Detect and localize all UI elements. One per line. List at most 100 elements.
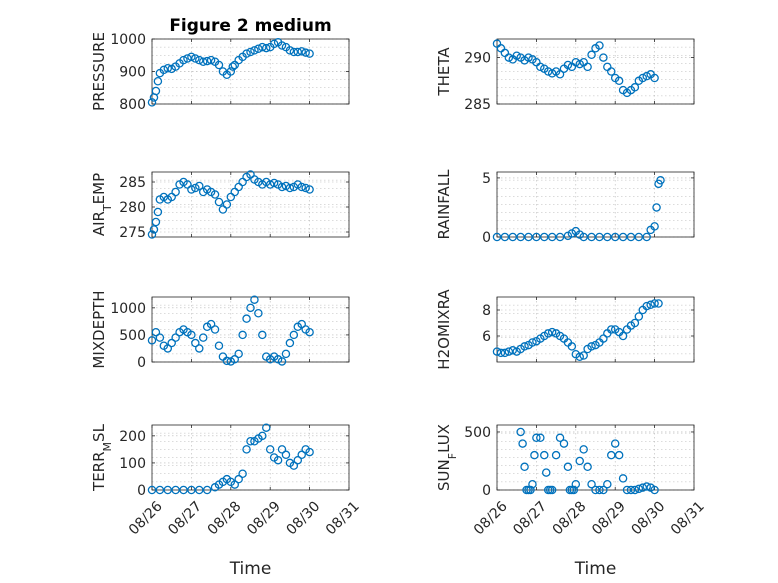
sun-flux-point [591, 485, 600, 495]
sun-flux-ytick-label: 500 [464, 425, 491, 441]
terr-msl-point [195, 485, 204, 495]
rainfall-point [587, 232, 596, 242]
air-temp-point [149, 225, 159, 234]
rainfall-point [547, 232, 557, 242]
mixdepth-point [218, 352, 228, 361]
mixdepth-point [147, 336, 157, 345]
terr-msl-ytick-label: 100 [119, 456, 146, 472]
pressure-point [297, 47, 306, 56]
mixdepth-point [155, 333, 165, 342]
pressure-ytick-label: 900 [119, 65, 146, 81]
mixdepth-point [206, 319, 216, 329]
terr-msl-ytick-label: 0 [137, 483, 146, 499]
h2omixra-point [500, 348, 510, 358]
terr-msl-point [147, 485, 157, 495]
pressure-point [214, 60, 224, 70]
sun-flux-point [569, 485, 579, 495]
pressure-point [187, 52, 196, 62]
h2omixra-axes-box [496, 296, 695, 363]
figure-title: Figure 2 medium [169, 16, 331, 36]
mixdepth-point [222, 356, 232, 366]
air-temp-point [234, 182, 243, 192]
mixdepth-point [285, 338, 295, 348]
sun-flux-point [599, 485, 608, 495]
terr-msl-point [265, 445, 275, 454]
air-temp-point [195, 181, 204, 191]
theta-point [583, 62, 592, 72]
terr-msl-ylabel: TERRMSL [90, 423, 114, 492]
pressure-point [228, 62, 238, 71]
sun-flux-point [630, 485, 640, 495]
theta-point [650, 73, 659, 83]
h2omixra-point [508, 346, 518, 355]
mixdepth-point [214, 341, 224, 350]
pressure-point [293, 47, 303, 57]
sun-flux-xtick-label: 08/31 [668, 498, 708, 538]
mixdepth-ytick-label: 0 [137, 355, 146, 371]
sun-flux-point [614, 450, 624, 460]
sun-flux-point [532, 433, 541, 443]
terr-msl-xtick-label: 08/29 [244, 498, 284, 538]
theta-point [500, 48, 510, 58]
theta-point [555, 70, 565, 79]
mixdepth-point [234, 349, 243, 359]
rainfall-point [652, 203, 661, 212]
pressure-point [159, 65, 169, 75]
air-temp-point [214, 197, 224, 207]
air-temp-ytick-label: 280 [119, 200, 146, 216]
pressure-point [305, 49, 314, 58]
pressure-point [262, 43, 271, 53]
rainfall-point [524, 232, 533, 242]
air-temp-ylabel: AIRTEMP [90, 173, 114, 236]
terr-msl-xtick-label: 08/31 [323, 498, 363, 538]
air-temp-point [151, 217, 161, 227]
sun-flux-point [520, 462, 529, 472]
mixdepth-ytick-label: 500 [119, 328, 146, 344]
mixdepth-point [195, 344, 204, 353]
sun-flux-xtick-label: 08/26 [471, 498, 511, 538]
h2omixra-point [607, 325, 616, 334]
mixdepth-point [198, 333, 208, 342]
h2omixra-point [543, 329, 553, 338]
pressure-point [230, 60, 239, 70]
rainfall-ytick-label: 0 [482, 230, 491, 246]
theta-point [599, 53, 608, 62]
pressure-point [153, 77, 163, 86]
mixdepth-point [254, 308, 263, 318]
terr-msl-point [242, 445, 251, 454]
subplot-theta: 285 290 THETA [435, 38, 695, 113]
h2omixra-point [496, 348, 506, 358]
terr-msl-point [258, 431, 267, 441]
pressure-point [163, 64, 173, 73]
sun-flux-point [587, 479, 596, 489]
h2omixra-ytick-label: 8 [482, 303, 491, 319]
sun-flux-point [540, 450, 549, 460]
air-temp-point [277, 182, 287, 192]
rainfall-point [595, 232, 604, 242]
sun-flux-point [571, 479, 581, 489]
rainfall-point [642, 232, 651, 242]
terr-msl-point [238, 469, 247, 478]
h2omixra-point [575, 352, 584, 362]
mixdepth-point [250, 295, 259, 304]
pressure-ytick-label: 1000 [110, 32, 146, 48]
h2omixra-point [567, 342, 577, 351]
theta-point [571, 57, 581, 67]
pressure-point [183, 54, 192, 63]
terr-msl-point [246, 436, 255, 446]
sun-flux-point [650, 485, 659, 495]
terr-msl-point [171, 485, 180, 495]
sun-flux-xtick-label: 08/27 [510, 498, 550, 538]
subplot-sun-flux: 0 500 08/26 08/27 08/28 08/29 08/30 08/31 Time SU… [435, 424, 708, 579]
theta-ytick-label: 290 [464, 51, 491, 67]
pressure-point [289, 47, 299, 57]
pressure-point [226, 67, 236, 76]
terr-msl-point [179, 485, 188, 495]
mixdepth-point [230, 355, 239, 364]
mixdepth-point [151, 327, 161, 337]
pressure-point [301, 48, 310, 57]
terr-msl-xtick-label: 08/27 [165, 498, 205, 538]
sun-flux-point [579, 445, 588, 454]
